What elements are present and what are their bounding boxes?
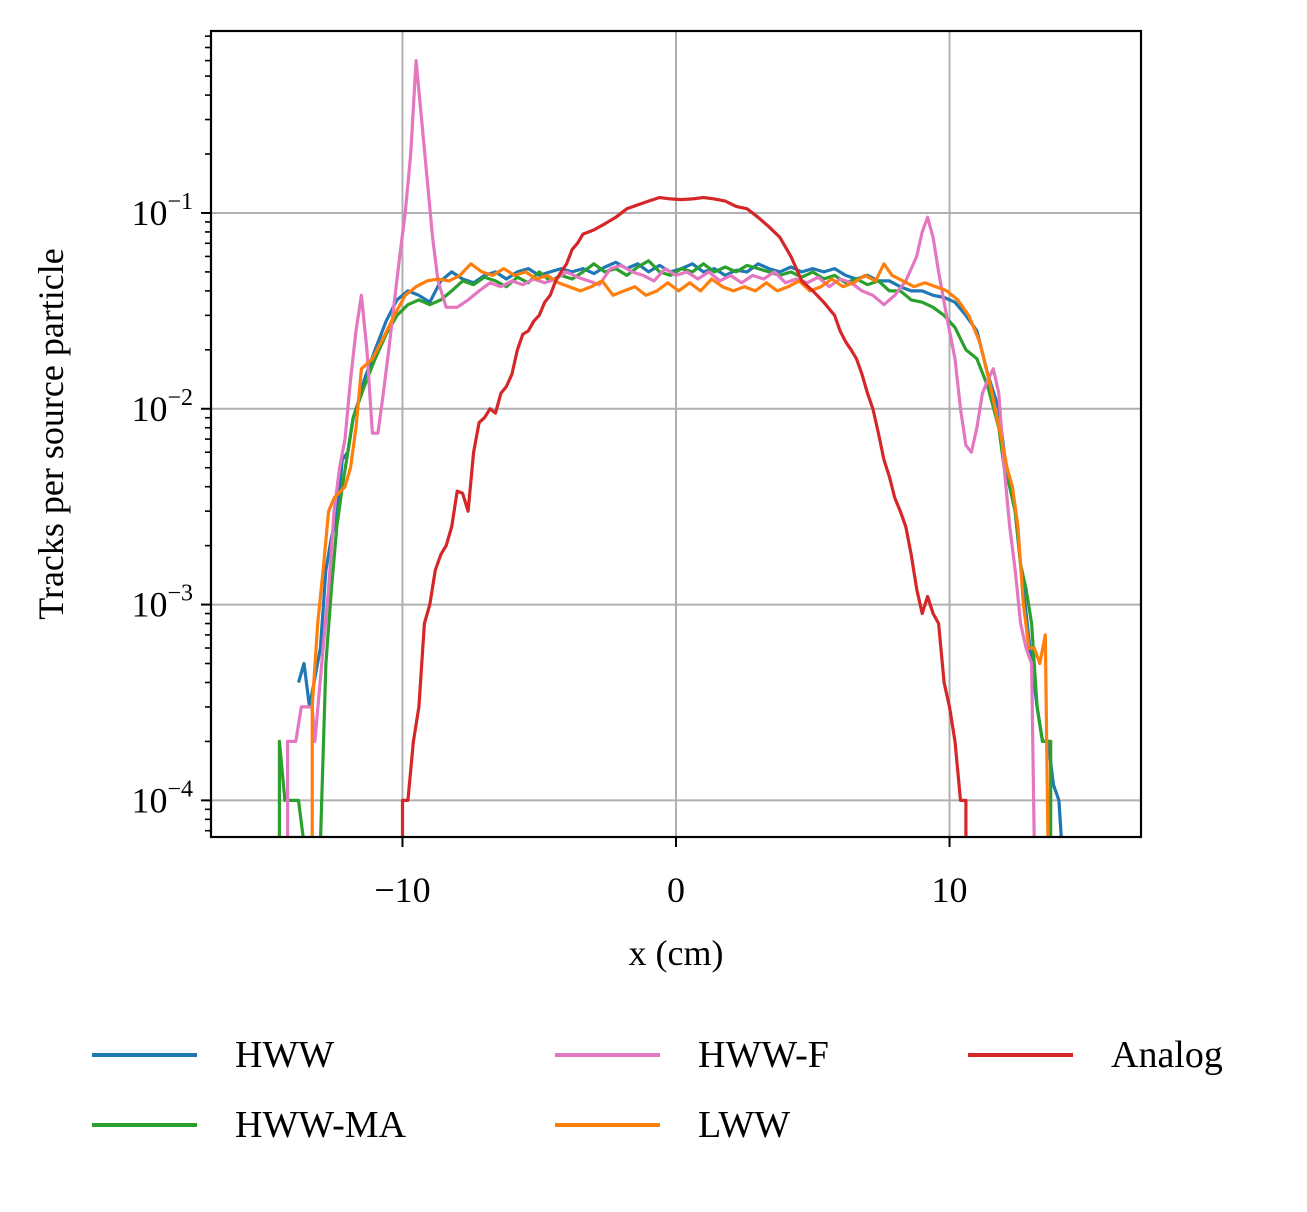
y-tick-label: 10−1 [131, 189, 193, 233]
y-tick-exponent: −4 [167, 776, 193, 802]
y-tick-exponent: −1 [167, 189, 193, 215]
grid-lines [211, 31, 1141, 837]
series-line-hww-ma [277, 259, 1053, 837]
legend-label-hww-ma: HWW-MA [235, 1104, 407, 1146]
y-tick-label: 10−2 [131, 385, 193, 429]
legend-label-hww-f: HWW-F [698, 1034, 829, 1076]
y-tick-exponent: −3 [167, 581, 193, 607]
legend-label-lww: LWW [698, 1104, 790, 1146]
y-tick-label: 10−3 [131, 581, 193, 625]
y-axis-label: Tracks per source particle [31, 248, 71, 620]
legend-label-analog: Analog [1111, 1034, 1223, 1076]
x-tick-label: −10 [374, 870, 430, 910]
y-tick-base: 10 [131, 780, 167, 820]
legend: HWW HWW-MA HWW-F LWW Analog [92, 1034, 1223, 1146]
series-line-analog [400, 195, 968, 837]
y-tick-base: 10 [131, 193, 167, 233]
series-line-lww [310, 262, 1050, 837]
x-axis-label: x (cm) [629, 933, 724, 973]
x-tick-label: 0 [667, 870, 685, 910]
y-tick-label: 10−4 [131, 776, 193, 820]
x-tick-label: 10 [932, 870, 968, 910]
y-tick-exponent: −2 [167, 385, 193, 411]
series-line-hww-f [286, 59, 1036, 837]
y-tick-base: 10 [131, 389, 167, 429]
y-tick-base: 10 [131, 585, 167, 625]
legend-label-hww: HWW [235, 1034, 334, 1076]
series-lines [277, 59, 1063, 837]
